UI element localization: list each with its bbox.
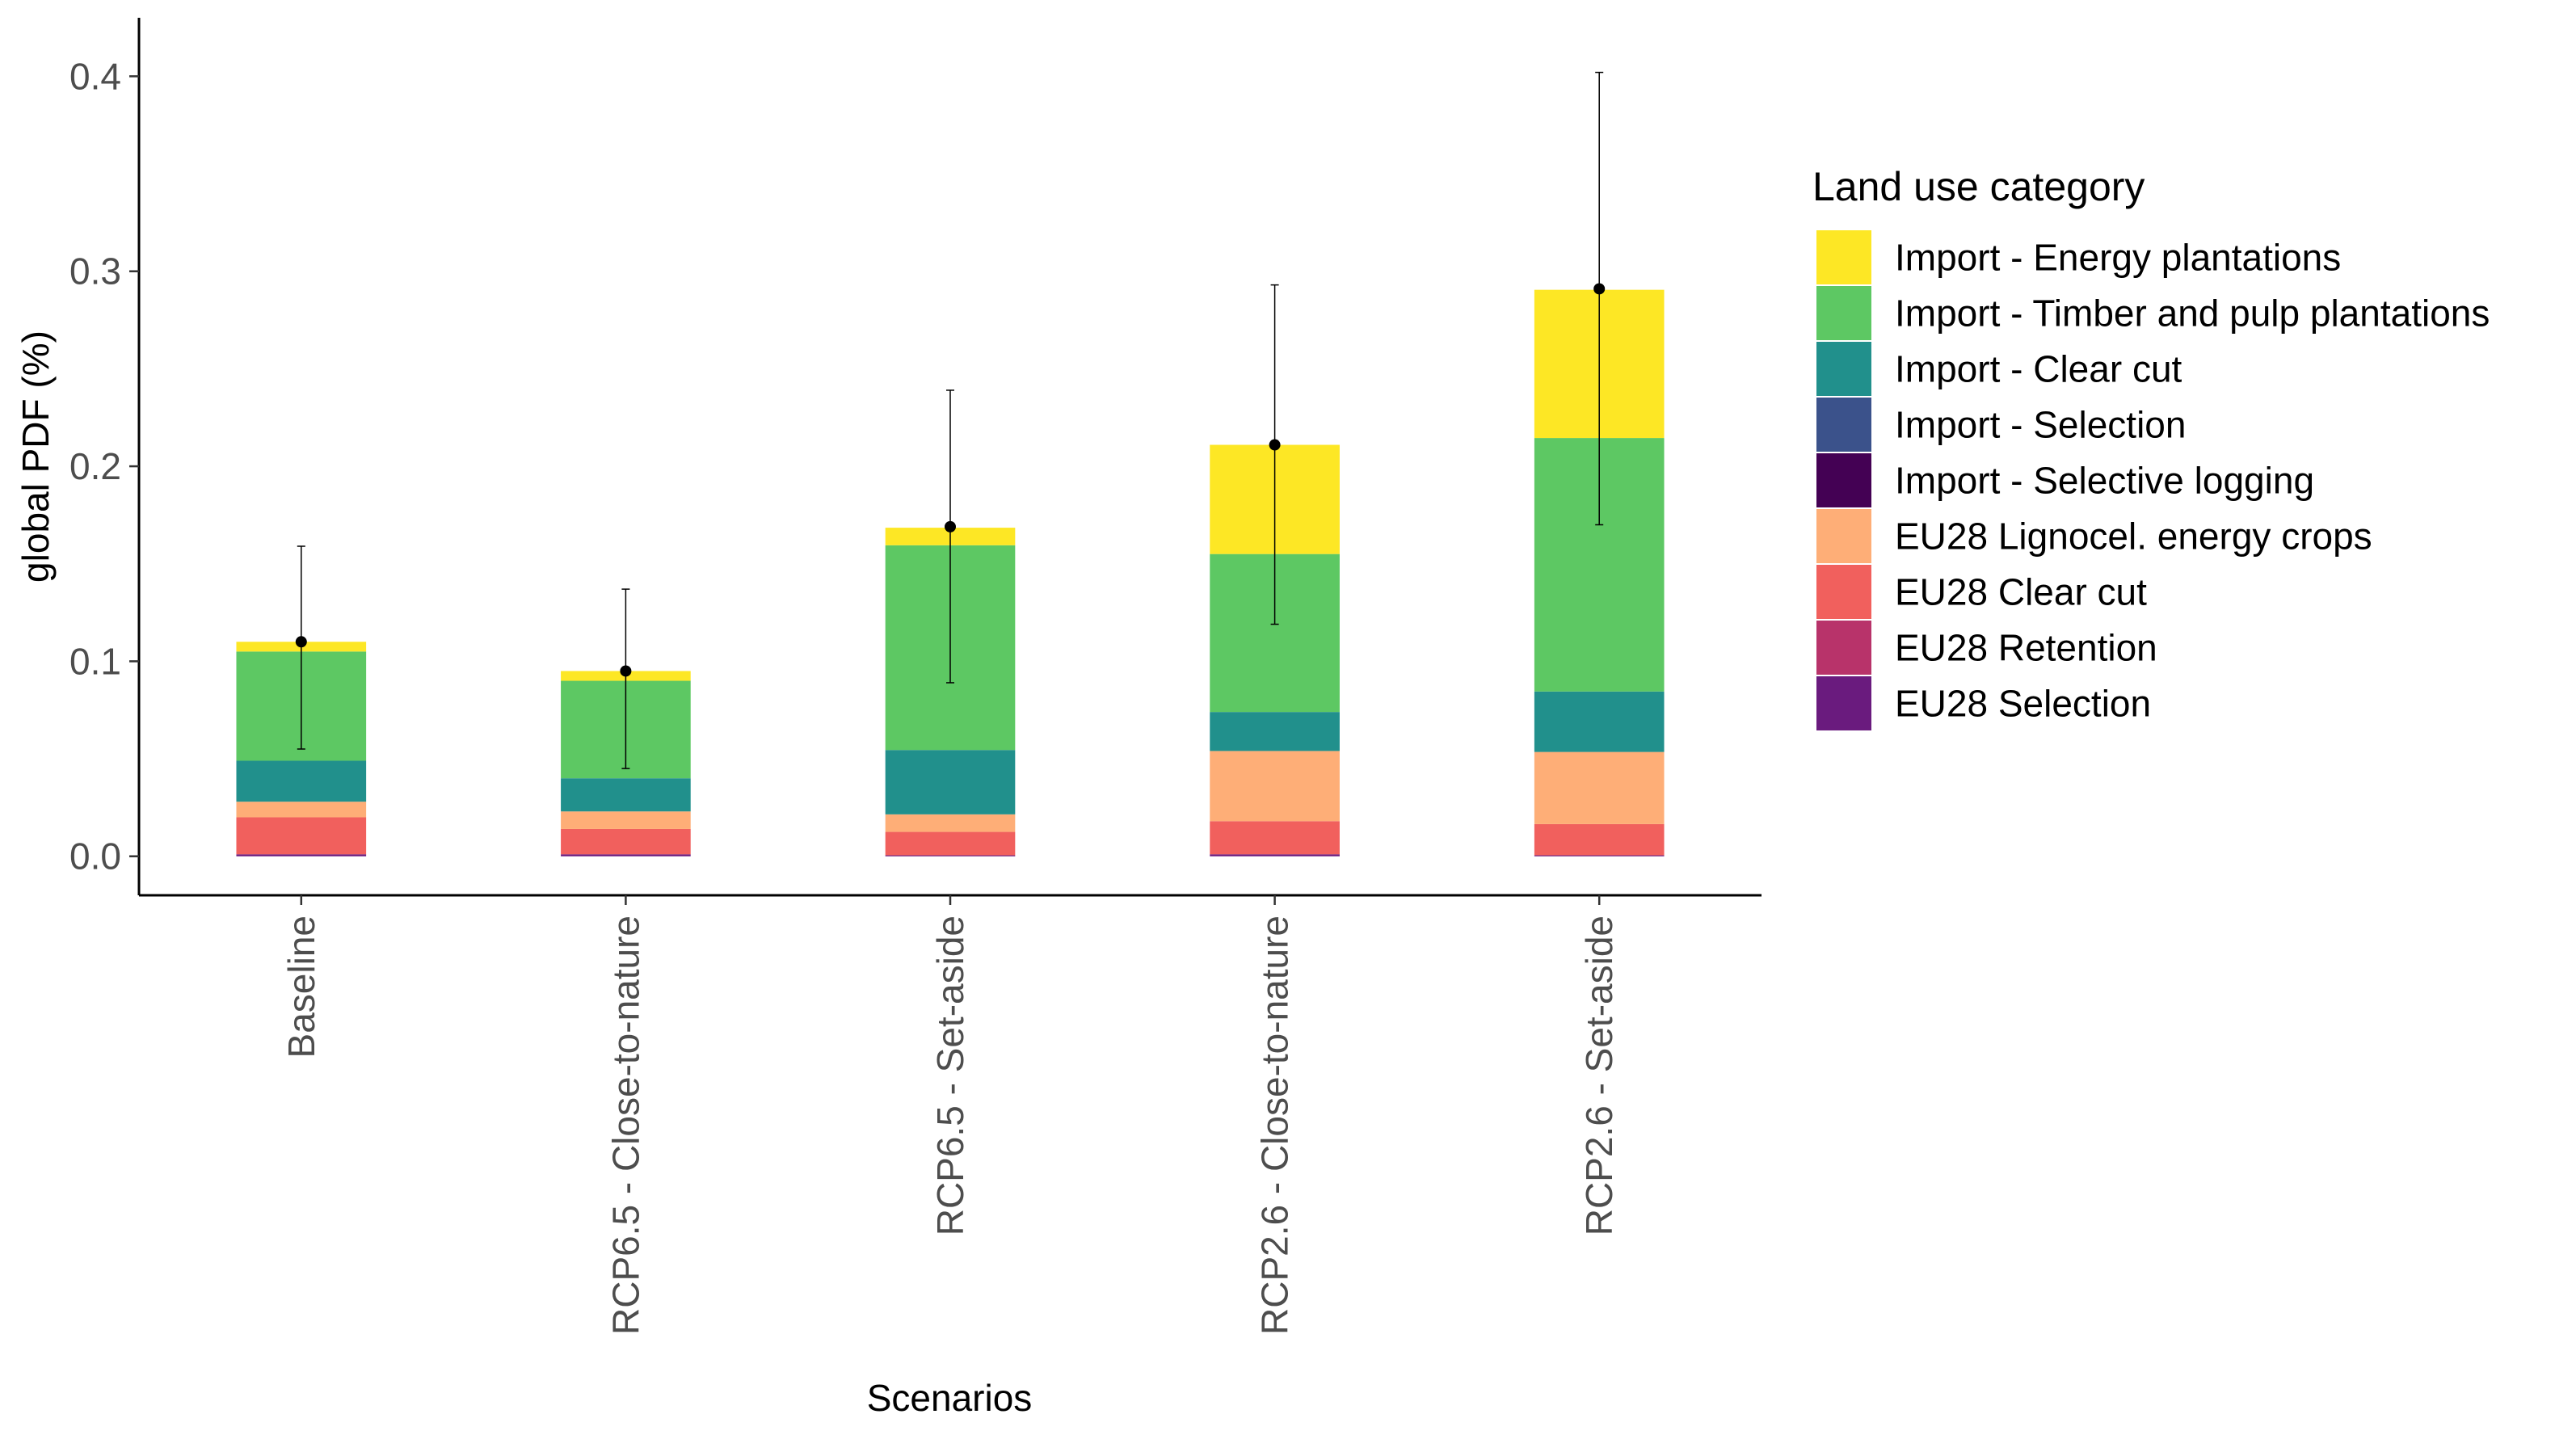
mean-point [1593,283,1606,295]
legend-label: Import - Clear cut [1895,348,2182,390]
legend-label: EU28 Clear cut [1895,571,2147,613]
y-axis: 0.0 0.1 0.2 0.3 0.4 [69,18,141,895]
legend-label: EU28 Selection [1895,683,2151,725]
bar-segment [1210,821,1340,855]
legend-key [1815,396,1873,453]
bar-segment [236,802,367,818]
legend-key [1815,229,1873,286]
mean-point [945,520,956,532]
bar-segment [561,854,691,856]
x-tick-label: RCP2.6 - Set-aside [1578,915,1620,1235]
y-tick-label: 0.3 [69,250,121,293]
legend-key [1815,507,1873,565]
x-tick-label: RCP2.6 - Close-to-nature [1254,915,1296,1335]
y-axis-title: global PDF (%) [15,330,57,583]
bar-segment [236,817,367,855]
x-axis-title: Scenarios [867,1377,1033,1419]
x-tick-label: RCP6.5 - Set-aside [929,915,971,1235]
legend-label: Import - Energy plantations [1895,237,2341,279]
legend-title: Land use category [1812,164,2145,209]
y-tick-label: 0.0 [69,835,121,878]
y-tick-label: 0.1 [69,640,121,682]
legend: Land use category Import - Energy planta… [1812,164,2490,732]
legend-label: EU28 Lignocel. energy crops [1895,516,2372,558]
y-tick-label: 0.4 [69,55,121,97]
bar-segment [885,814,1016,832]
legend-key [1815,340,1873,398]
bar-segment [561,828,691,855]
legend-label: EU28 Retention [1895,627,2157,669]
bar-segment [1210,854,1340,856]
legend-key [1815,452,1873,509]
legend-label: Import - Selective logging [1895,460,2314,502]
bar-segment [1210,751,1340,822]
legend-label: Import - Timber and pulp plantations [1895,293,2490,335]
bar-segment [1534,823,1665,856]
legend-key [1815,619,1873,676]
plot-area [236,71,1665,856]
bar-segment [885,750,1016,814]
legend-key [1815,284,1873,342]
bar-segment [1210,712,1340,751]
y-tick-label: 0.2 [69,445,121,487]
legend-label: Import - Selection [1895,404,2186,446]
x-tick-label: Baseline [280,915,322,1058]
bar-segment [236,854,367,856]
mean-point [620,665,632,677]
legend-key [1815,563,1873,621]
mean-point [1269,439,1281,451]
x-tick-label: RCP6.5 - Close-to-nature [604,915,646,1335]
x-axis: Baseline RCP6.5 - Close-to-nature RCP6.5 -… [139,894,1762,1335]
legend-key [1815,675,1873,732]
bar-segment [561,778,691,812]
bar-segment [561,811,691,829]
bar-segment [236,760,367,802]
mean-point [295,636,307,648]
bar-segment [885,831,1016,856]
bar-segment [1534,751,1665,824]
bar-segment [1534,691,1665,752]
